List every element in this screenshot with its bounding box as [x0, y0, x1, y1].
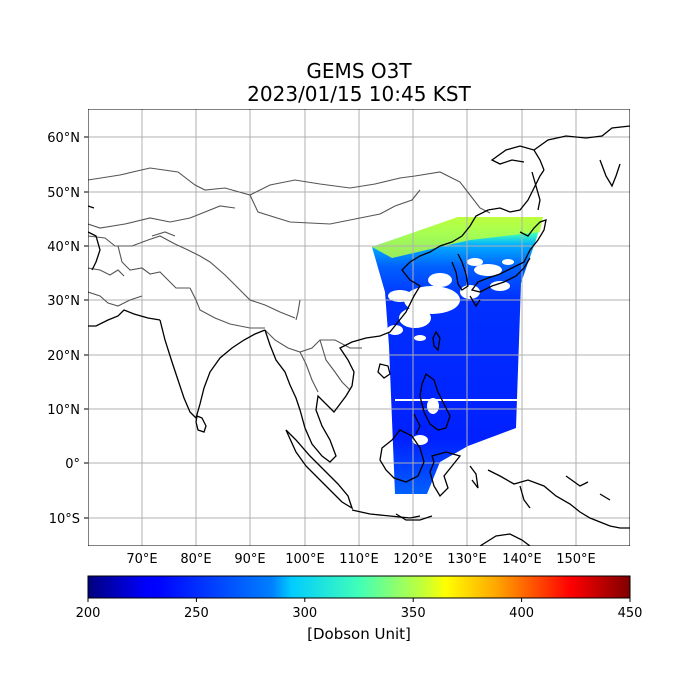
map-title: GEMS O3T: [306, 59, 412, 83]
map-subtitle-datetime: 2023/01/15 10:45 KST: [247, 82, 471, 106]
colorbar-tick-300: 300: [292, 606, 317, 621]
lon-tick-90e: 90°E: [234, 552, 265, 567]
colorbar-tick-250: 250: [184, 606, 209, 621]
lat-tick-30n: 30°N: [47, 294, 80, 309]
lon-tick-110e: 110°E: [339, 552, 379, 567]
lat-tick-50n: 50°N: [47, 186, 80, 201]
country-borders: [88, 167, 491, 393]
colorbar-gradient: [87, 575, 631, 599]
colorbar-tick-350: 350: [401, 606, 426, 621]
lon-tick-70e: 70°E: [126, 552, 157, 567]
colorbar-tick-200: 200: [76, 606, 101, 621]
graticule: [88, 109, 630, 546]
lat-tick-10n: 10°N: [47, 403, 80, 418]
coastlines: [88, 125, 630, 546]
lat-tick-labels: 60°N 50°N 40°N 30°N 20°N 10°N 0° 10°S: [47, 131, 88, 527]
lat-tick-0: 0°: [65, 457, 80, 472]
lat-tick-60n: 60°N: [47, 131, 80, 146]
lon-tick-140e: 140°E: [502, 552, 542, 567]
colorbar-tick-400: 400: [509, 606, 534, 621]
lat-tick-20n: 20°N: [47, 349, 80, 364]
lat-tick-10s: 10°S: [49, 512, 80, 527]
missing-data-patches: [387, 258, 517, 445]
colorbar-tick-450: 450: [618, 606, 643, 621]
lon-tick-labels: 70°E 80°E 90°E 100°E 110°E 120°E 130°E 1…: [126, 552, 595, 567]
lon-tick-80e: 80°E: [180, 552, 211, 567]
lon-tick-100e: 100°E: [285, 552, 325, 567]
colorbar-label: [Dobson Unit]: [307, 625, 411, 643]
lon-tick-120e: 120°E: [393, 552, 433, 567]
colorbar: 200 250 300 350 400 450 [Dobson Unit]: [76, 575, 643, 643]
lon-tick-150e: 150°E: [556, 552, 596, 567]
map-area: [88, 109, 630, 546]
lon-tick-130e: 130°E: [447, 552, 487, 567]
lat-tick-40n: 40°N: [47, 240, 80, 255]
